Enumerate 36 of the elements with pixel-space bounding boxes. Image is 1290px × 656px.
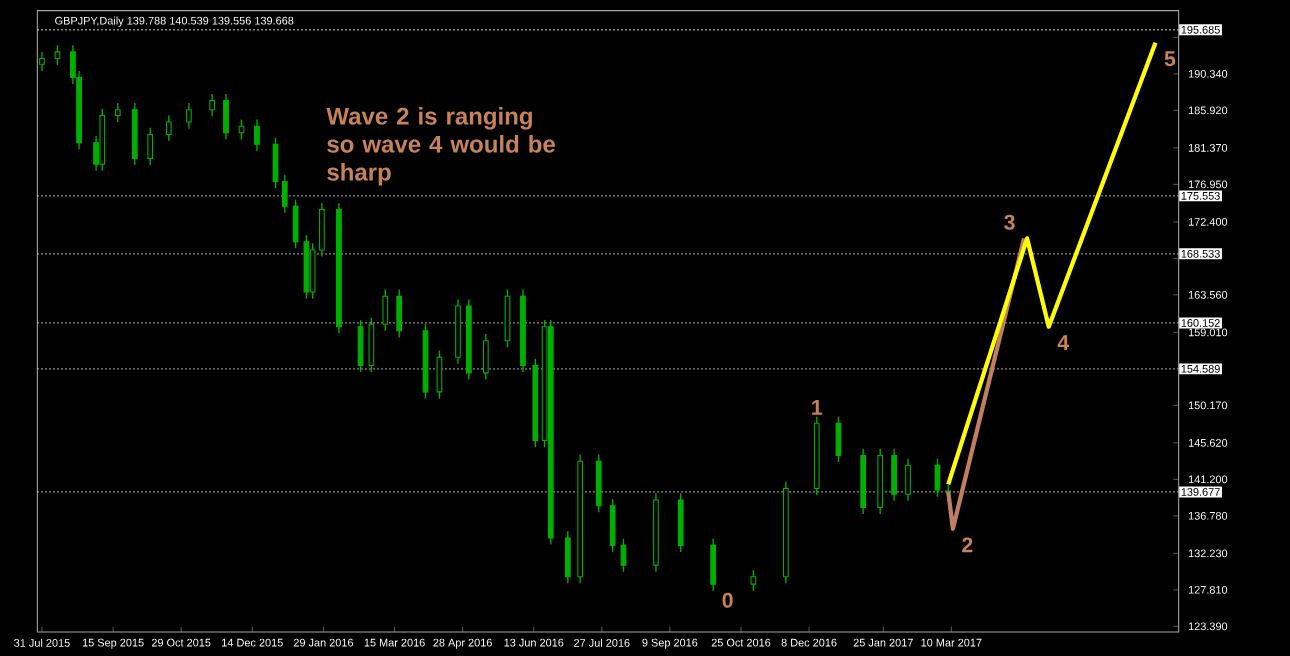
candlestick	[39, 51, 45, 72]
candlestick	[254, 118, 260, 152]
candlestick	[396, 288, 403, 339]
annotation: 1	[812, 400, 823, 415]
candlestick	[482, 333, 489, 381]
candlestick	[564, 530, 571, 584]
candlestick	[750, 569, 757, 592]
annotation: 0	[722, 592, 733, 608]
candlestick	[186, 102, 192, 130]
candlestick	[891, 448, 897, 502]
annotation: 3	[1004, 214, 1015, 230]
candlestick	[609, 498, 616, 553]
annotation: Wave 2 is ranging so wave 4 would be sharp	[326, 107, 555, 186]
annotation: 4	[1057, 335, 1070, 350]
candlestick	[905, 458, 911, 502]
line-series	[946, 40, 1158, 487]
candlestick	[595, 453, 602, 514]
candlestick	[835, 415, 842, 463]
candlestick	[710, 538, 717, 592]
candlestick	[54, 44, 61, 66]
candlestick	[281, 174, 288, 214]
candlestick	[357, 319, 364, 373]
annotation: 2	[962, 537, 973, 553]
candlestick	[147, 127, 154, 166]
candlestick	[436, 349, 443, 400]
candlestick	[368, 316, 375, 373]
annotation: 5	[1164, 51, 1176, 67]
candlestick	[209, 93, 215, 117]
candlestick	[223, 93, 229, 141]
candlestick	[934, 458, 941, 498]
candlestick	[382, 288, 389, 332]
candlestick	[292, 198, 299, 249]
candlestick	[677, 492, 684, 553]
candlestick	[620, 538, 627, 573]
candlestick	[165, 114, 172, 142]
candlestick	[114, 102, 121, 123]
